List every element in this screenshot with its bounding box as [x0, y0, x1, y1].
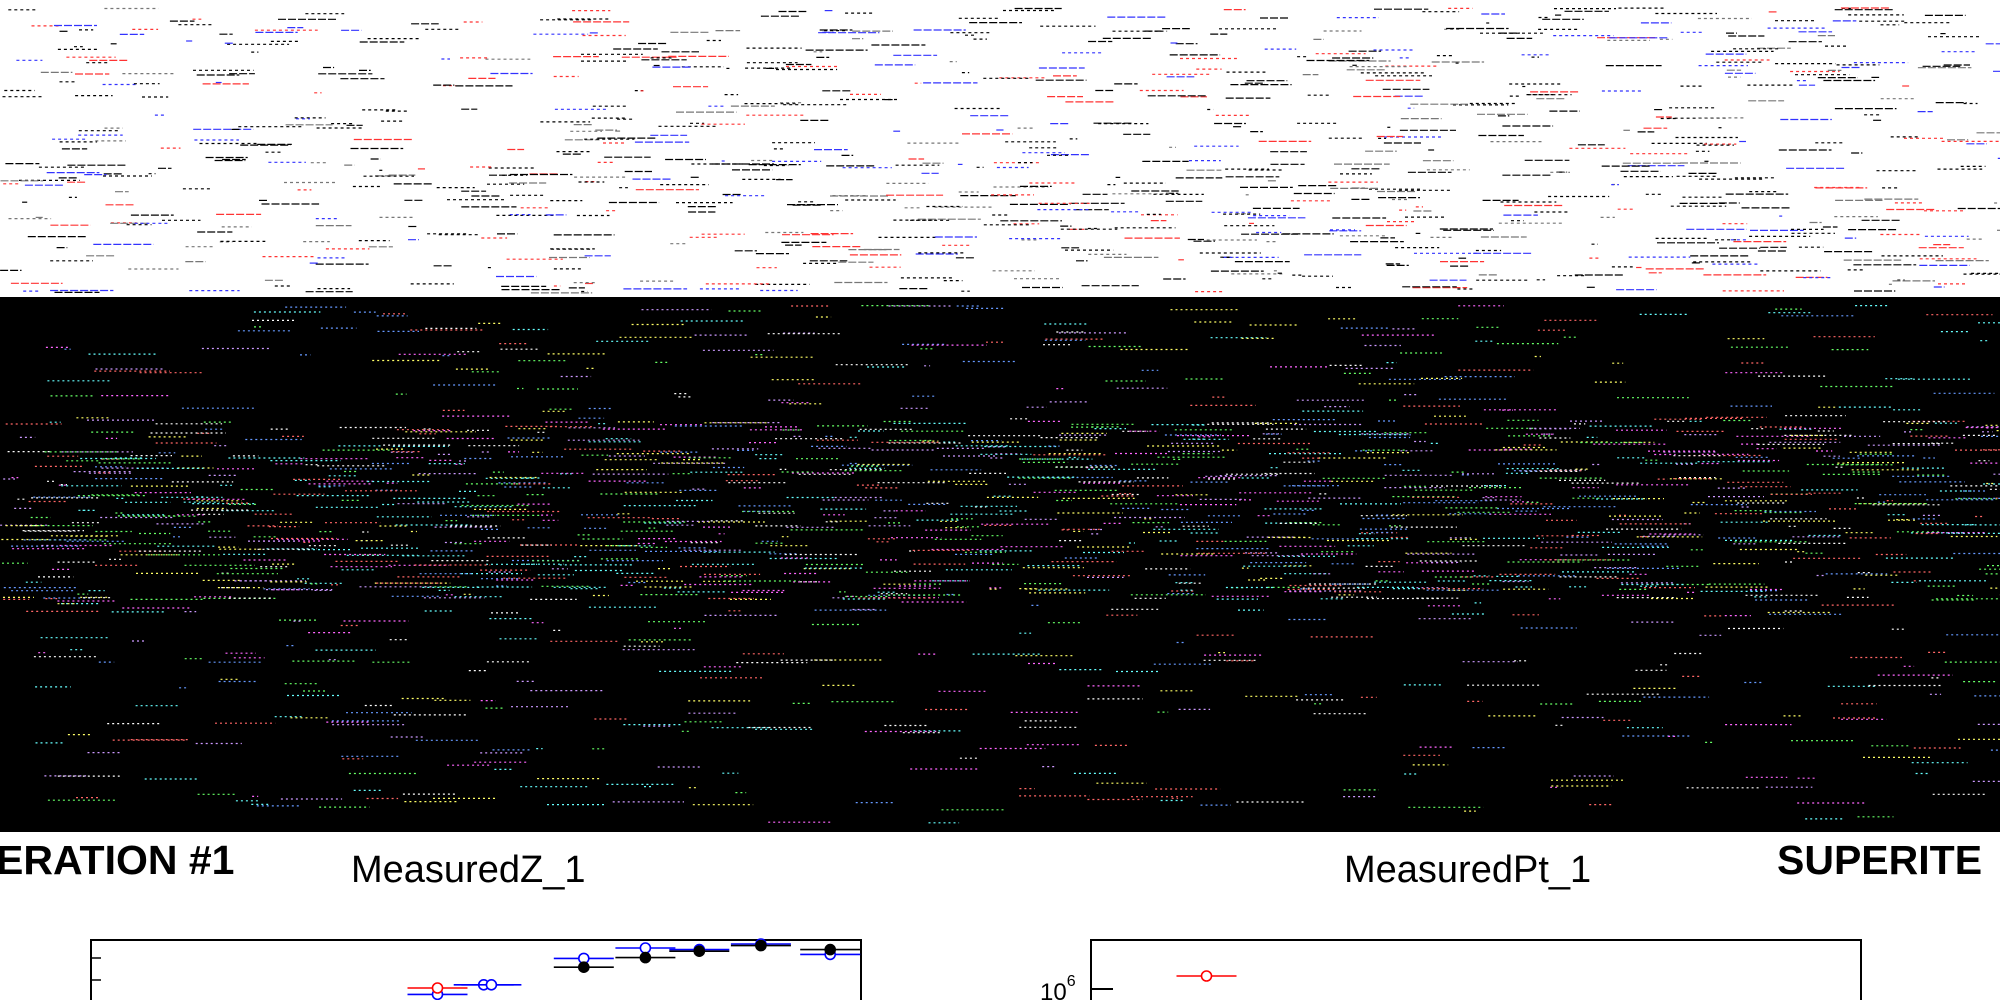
z-marks-series1-point-3	[755, 939, 767, 952]
noise-band-black	[0, 297, 2000, 832]
z-marks-series1-point-2	[693, 945, 706, 958]
measured-z-y-ticks	[91, 957, 101, 981]
pt-marks-series0-point-0	[1200, 970, 1213, 982]
z-marks-series0-point-4	[639, 942, 652, 954]
z-marks-series1-point-4	[824, 943, 837, 956]
plot-area-band	[0, 832, 2000, 1000]
measured-z-title: MeasuredZ_1	[351, 849, 586, 891]
measured-pt-frame	[1090, 939, 1862, 1000]
measured-pt-marks	[1176, 970, 1237, 982]
measured-z-marks	[407, 938, 861, 1000]
z-marks-series1-point-1	[639, 951, 652, 964]
iteration-heading: ERATION #1	[0, 837, 235, 883]
z-marks-series2-point-0	[431, 982, 444, 994]
noise-overlay	[0, 7, 2000, 824]
measured-pt-y-tick-label: 106	[1040, 973, 1076, 1000]
noise-band-top	[0, 0, 2000, 297]
z-marks-series0-point-2	[485, 978, 498, 991]
z-marks-series1-point-0	[577, 961, 590, 974]
superiteration-heading: SUPERITE	[1777, 837, 1983, 883]
measured-z-frame	[90, 939, 862, 1000]
measured-pt-title: MeasuredPt_1	[1344, 849, 1592, 891]
